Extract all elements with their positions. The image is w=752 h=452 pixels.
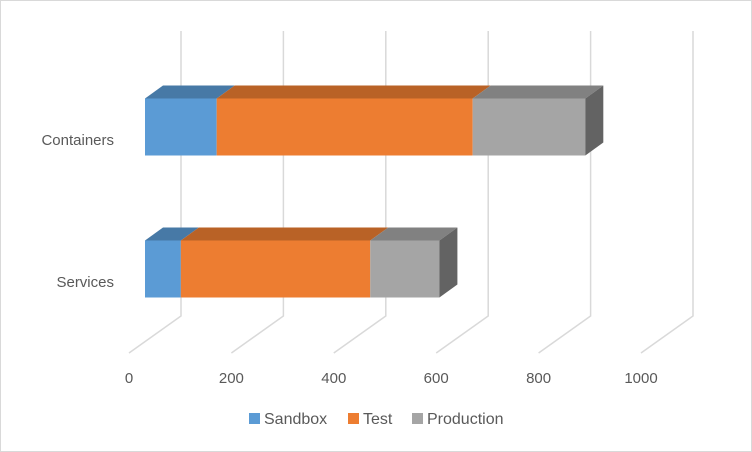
bar-top-containers-sandbox: [145, 85, 235, 99]
legend-label-sandbox: Sandbox: [264, 411, 327, 428]
x-tick-label: 800: [526, 370, 551, 387]
legend-swatch-sandbox: [249, 413, 260, 424]
legend-swatch-production: [412, 413, 423, 424]
bar-top-containers-test: [216, 85, 491, 99]
bar-containers-production: [472, 98, 586, 156]
x-tick-label: 400: [321, 370, 346, 387]
bar-top-services-test: [180, 227, 389, 241]
gridline: [128, 31, 182, 354]
bar-top-containers-production: [472, 85, 604, 99]
bar-top-services-sandbox: [145, 227, 199, 241]
gridline: [640, 31, 694, 354]
gridline: [333, 31, 387, 354]
x-tick-label: 0: [125, 370, 133, 387]
bar-containers-sandbox: [145, 98, 217, 156]
legend-label-test: Test: [363, 411, 393, 428]
legend-swatch-test: [348, 413, 359, 424]
legend: Sandbox Test Production: [249, 411, 504, 428]
gridline: [538, 31, 592, 354]
x-tick-label: 200: [219, 370, 244, 387]
x-axis-tick-labels: 0 200 400 600 800 1000: [125, 370, 658, 387]
y-category-label: Containers: [41, 132, 114, 149]
gridline: [230, 31, 285, 354]
x-tick-label: 600: [424, 370, 449, 387]
y-axis-category-labels: Services Containers: [41, 132, 114, 291]
bar-side-containers: [585, 85, 604, 156]
y-category-label: Services: [56, 274, 114, 291]
bar-side-services: [439, 227, 458, 298]
bar-services-production: [370, 240, 440, 298]
legend-label-production: Production: [427, 411, 504, 428]
bar-services-sandbox: [145, 240, 181, 298]
bar-top-services-production: [370, 227, 458, 241]
gridline: [435, 31, 489, 354]
bars: [145, 85, 604, 298]
bar-containers-test: [216, 98, 473, 156]
bar-services-test: [180, 240, 371, 298]
x-tick-label: 1000: [624, 370, 657, 387]
gridlines: [128, 31, 694, 354]
